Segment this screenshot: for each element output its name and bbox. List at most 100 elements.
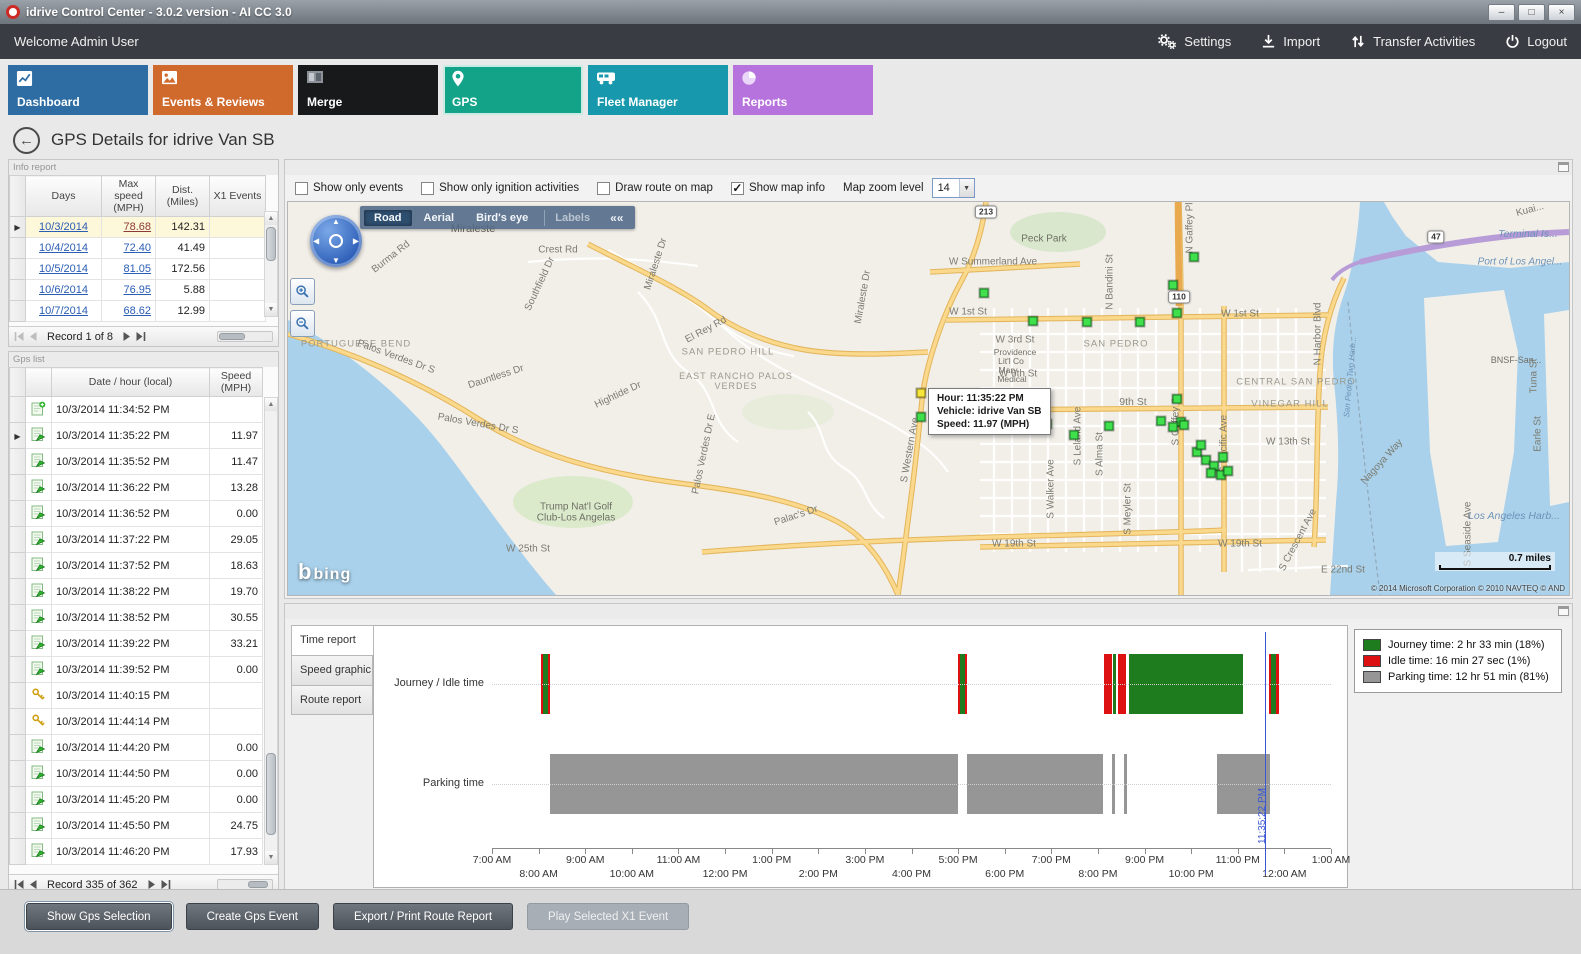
column-header[interactable]: Max speed (MPH) [101, 175, 156, 217]
gps-marker[interactable] [1135, 317, 1145, 327]
scroll-thumb[interactable] [266, 227, 276, 261]
pager-last-button[interactable] [161, 880, 171, 889]
gps-list-row[interactable]: 10/3/2014 11:44:50 PM 0.00 [9, 760, 263, 787]
time-cursor-line[interactable] [1265, 632, 1267, 874]
gps-list-row[interactable]: 10/3/2014 11:37:22 PM 29.05 [9, 526, 263, 553]
zoom-in-button[interactable] [290, 278, 315, 305]
map-canvas[interactable]: Miraleste Peck Park W Summerland Ave Crest … [287, 201, 1570, 596]
selected-gps-marker[interactable] [916, 388, 926, 398]
pager-first-button[interactable] [14, 880, 24, 889]
map-zoom-select[interactable]: 14 ▼ [931, 178, 975, 198]
gps-list-row[interactable]: 10/3/2014 11:45:50 PM 24.75 [9, 812, 263, 839]
zoom-out-button[interactable] [290, 310, 315, 337]
day-link[interactable]: 10/4/2014 [39, 242, 88, 254]
column-header[interactable]: Speed (MPH) [209, 367, 263, 397]
table-row[interactable]: 10/6/2014 76.95 5.88 [9, 279, 266, 301]
table-row[interactable]: 10/7/2014 68.62 12.99 [9, 300, 266, 322]
transfer-activities-button[interactable]: Transfer Activities [1350, 34, 1475, 49]
map-tabs-collapse-button[interactable]: «« [610, 210, 624, 225]
gps-marker[interactable] [1168, 280, 1178, 290]
tab-merge[interactable]: Merge [298, 65, 438, 115]
pager-next-button[interactable] [123, 332, 131, 341]
gps-marker[interactable] [1206, 468, 1216, 478]
column-header[interactable]: X1 Events [209, 175, 266, 217]
pager-last-button[interactable] [136, 332, 146, 341]
gps-marker[interactable] [1168, 422, 1178, 432]
column-header[interactable]: Date / hour (local) [51, 367, 210, 397]
gps-list-row[interactable]: ▶ 10/3/2014 11:35:22 PM 11.97 [9, 422, 263, 449]
gps-list-row[interactable]: 10/3/2014 11:39:52 PM 0.00 [9, 656, 263, 683]
gps-list-row[interactable]: 10/3/2014 11:36:52 PM 0.00 [9, 500, 263, 527]
max-speed-link[interactable]: 81.05 [123, 263, 151, 275]
create-gps-event-button[interactable]: Create Gps Event [185, 903, 319, 930]
gps-list-row[interactable]: 10/3/2014 11:37:52 PM 18.63 [9, 552, 263, 579]
gps-list-row[interactable]: 10/3/2014 11:36:22 PM 13.28 [9, 474, 263, 501]
table-row[interactable]: 10/5/2014 81.05 172.56 [9, 258, 266, 280]
play-selected-x1-event-button[interactable]: Play Selected X1 Event [527, 903, 690, 930]
horizontal-scrollbar[interactable] [217, 331, 273, 342]
max-speed-link[interactable]: 68.62 [123, 305, 151, 317]
gps-list-row[interactable]: 10/3/2014 11:45:20 PM 0.00 [9, 786, 263, 813]
settings-button[interactable]: Settings [1156, 33, 1231, 50]
map-style-bird-s-eye[interactable]: Bird's eye [476, 211, 529, 224]
map-style-road[interactable]: Road [364, 209, 412, 226]
gps-list-row[interactable]: 10/3/2014 11:40:15 PM [9, 682, 263, 709]
gps-list-row[interactable]: 10/3/2014 11:44:14 PM [9, 708, 263, 735]
map-style-aerial[interactable]: Aerial [423, 211, 455, 224]
gps-list-row[interactable]: 10/3/2014 11:46:20 PM 17.93 [9, 838, 263, 865]
gps-marker[interactable] [1223, 466, 1233, 476]
table-row[interactable]: 10/4/2014 72.40 41.49 [9, 237, 266, 259]
max-speed-link[interactable]: 72.40 [123, 242, 151, 254]
gps-marker[interactable] [1172, 394, 1182, 404]
max-speed-link[interactable]: 78.68 [123, 221, 151, 233]
scroll-down-icon[interactable]: ▼ [265, 851, 277, 864]
unchecked-checkbox-icon[interactable] [597, 181, 611, 195]
gps-marker[interactable] [979, 288, 989, 298]
info-report-vertical-scrollbar[interactable]: ▲ ▼ [264, 211, 278, 317]
import-button[interactable]: Import [1261, 34, 1320, 49]
tab-fleet-manager[interactable]: Fleet Manager [588, 65, 728, 115]
pager-prev-button[interactable] [29, 332, 37, 341]
day-link[interactable]: 10/6/2014 [39, 284, 88, 296]
gps-marker[interactable] [1189, 252, 1199, 262]
tab-route-report[interactable]: Route report [291, 685, 373, 715]
gps-marker[interactable] [1179, 420, 1189, 430]
tab-events-reviews[interactable]: Events & Reviews [153, 65, 293, 115]
gps-list-vertical-scrollbar[interactable]: ▲ ▼ [264, 397, 278, 865]
gps-marker[interactable] [1201, 455, 1211, 465]
map-style-labels[interactable]: Labels [544, 209, 600, 226]
pan-right-icon[interactable]: ▶ [352, 236, 359, 246]
pan-left-icon[interactable]: ◀ [313, 236, 320, 246]
gps-marker[interactable] [916, 412, 926, 422]
max-speed-link[interactable]: 76.95 [123, 284, 151, 296]
scroll-thumb[interactable] [248, 881, 268, 888]
gps-list-row[interactable]: 10/3/2014 11:35:52 PM 11.47 [9, 448, 263, 475]
minimize-button[interactable]: – [1488, 3, 1515, 21]
maximize-panel-icon[interactable] [1558, 162, 1569, 172]
column-header[interactable]: Dist. (Miles) [155, 175, 210, 217]
table-row[interactable]: ▶ 10/3/2014 78.68 142.31 [9, 216, 266, 238]
checkbox-draw-route-on-map[interactable]: Draw route on map [597, 181, 713, 195]
gps-list-row[interactable]: 10/3/2014 11:38:22 PM 19.70 [9, 578, 263, 605]
scroll-up-icon[interactable]: ▲ [265, 398, 277, 411]
day-link[interactable]: 10/3/2014 [39, 221, 88, 233]
gps-list-row[interactable]: 10/3/2014 11:44:20 PM 0.00 [9, 734, 263, 761]
pan-up-icon[interactable]: ▲ [332, 217, 340, 226]
unchecked-checkbox-icon[interactable] [295, 181, 308, 195]
day-link[interactable]: 10/5/2014 [39, 263, 88, 275]
tab-reports[interactable]: Reports [733, 65, 873, 115]
gps-list-row[interactable]: 10/3/2014 11:39:22 PM 33.21 [9, 630, 263, 657]
show-gps-selection-button[interactable]: Show Gps Selection [26, 903, 172, 930]
checkbox-show-only-events[interactable]: Show only events [295, 181, 403, 195]
gps-marker[interactable] [1028, 316, 1038, 326]
checked-checkbox-icon[interactable]: ✓ [730, 180, 744, 195]
checkbox-show-map-info[interactable]: ✓ Show map info [730, 180, 825, 195]
gps-list-row[interactable]: 10/3/2014 11:38:52 PM 30.55 [9, 604, 263, 631]
pager-first-button[interactable] [14, 332, 24, 341]
gps-list-row[interactable]: 10/3/2014 11:34:52 PM [9, 396, 263, 423]
pager-next-button[interactable] [148, 880, 156, 889]
unchecked-checkbox-icon[interactable] [421, 181, 435, 195]
gps-marker[interactable] [1196, 440, 1206, 450]
tab-gps[interactable]: GPS [443, 65, 583, 115]
pager-prev-button[interactable] [29, 880, 37, 889]
